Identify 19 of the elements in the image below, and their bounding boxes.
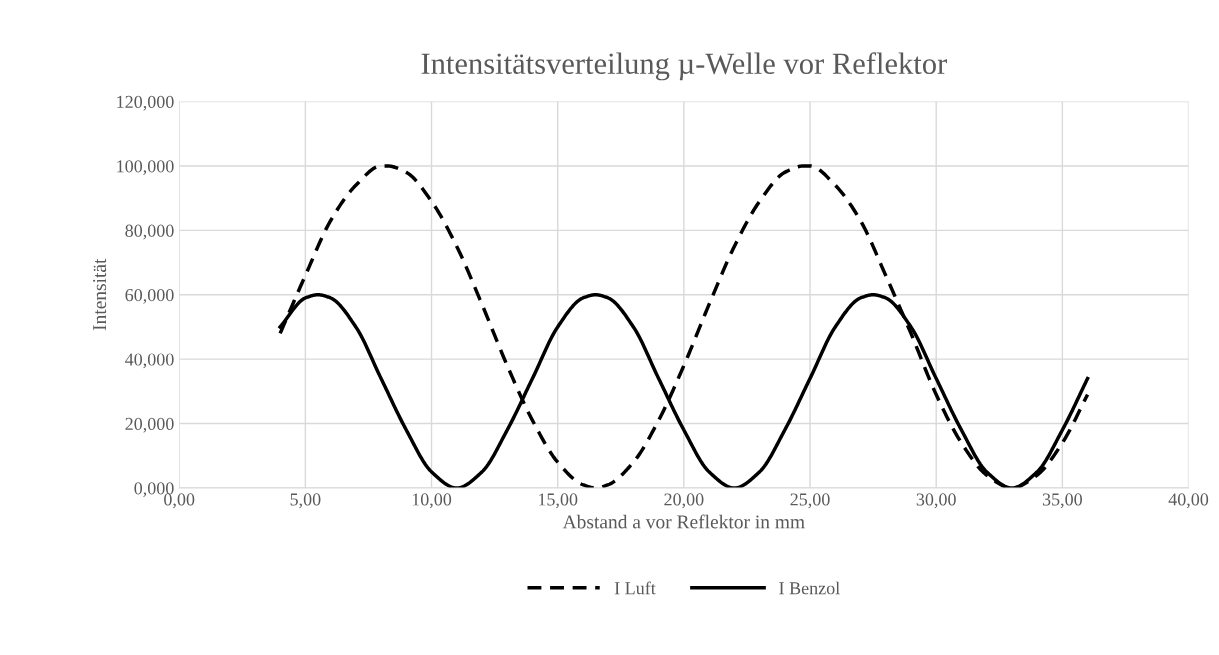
x-tick-label: 35,00 [1042,493,1082,509]
legend-label: I Luft [614,581,656,595]
x-tick-label: 10,00 [412,493,452,509]
x-tick-label: 15,00 [538,493,578,509]
y-tick-label: 80,000 [125,224,174,240]
x-axis-title: Abstand a vor Reflektor in mm [562,514,805,529]
x-tick-label: 20,00 [664,493,704,509]
y-tick-label: 120,000 [117,95,174,111]
y-tick-label: 60,000 [125,289,174,304]
y-tick-label: 40,000 [125,353,174,369]
x-tick-label: 30,00 [916,493,956,509]
x-tick-label: 5,00 [290,493,321,509]
x-tick-label: 40,00 [1168,493,1209,509]
y-tick-label: 20,000 [125,417,174,433]
y-axis-title: Intensität [93,258,107,331]
chart-title: Intensitätsverteilung µ-Welle vor Reflektor [421,52,947,81]
y-tick-label: 100,000 [117,160,174,175]
x-tick-label: 25,00 [790,493,830,509]
legend-label: I Benzol [779,581,840,595]
